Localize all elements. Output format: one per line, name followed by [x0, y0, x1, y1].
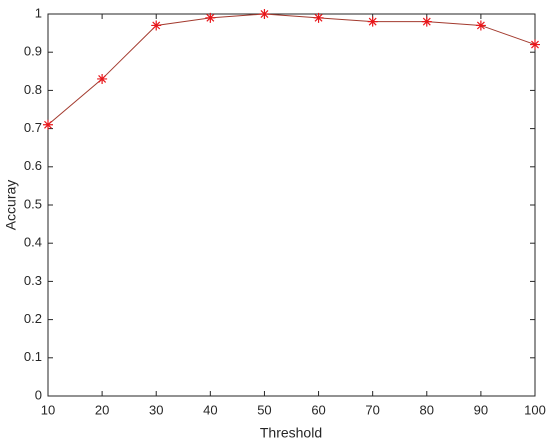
y-tick-label: 0: [35, 387, 42, 402]
x-tick-label: 50: [257, 402, 271, 417]
y-tick-label: 0.9: [24, 44, 42, 59]
y-axis-label: Accuray: [3, 180, 19, 231]
data-marker: [313, 12, 324, 23]
x-tick-label: 80: [420, 402, 434, 417]
x-tick-label: 60: [311, 402, 325, 417]
data-marker: [205, 12, 216, 23]
x-tick-label: 30: [149, 402, 163, 417]
x-tick-label: 70: [365, 402, 379, 417]
data-marker: [97, 73, 108, 84]
data-marker: [475, 20, 486, 31]
y-tick-label: 0.6: [24, 158, 42, 173]
y-tick-label: 0.5: [24, 196, 42, 211]
y-tick-label: 0.2: [24, 311, 42, 326]
y-tick-label: 0.3: [24, 273, 42, 288]
x-tick-label: 100: [524, 402, 546, 417]
x-axis-label: Threshold: [260, 425, 322, 441]
y-tick-label: 1: [35, 5, 42, 20]
data-line: [47, 13, 536, 126]
x-tick-label: 90: [474, 402, 488, 417]
x-tick-label: 20: [95, 402, 109, 417]
x-tick-label: 40: [203, 402, 217, 417]
data-marker: [151, 20, 162, 31]
data-marker: [259, 9, 270, 19]
y-tick-label: 0.4: [24, 235, 42, 250]
data-marker: [421, 16, 432, 27]
data-marker: [43, 119, 53, 130]
y-tick-label: 0.7: [24, 120, 42, 135]
data-marker: [530, 39, 540, 50]
y-tick-label: 0.8: [24, 82, 42, 97]
data-marker: [367, 16, 378, 27]
x-tick-label: 10: [41, 402, 55, 417]
y-tick-label: 0.1: [24, 349, 42, 364]
